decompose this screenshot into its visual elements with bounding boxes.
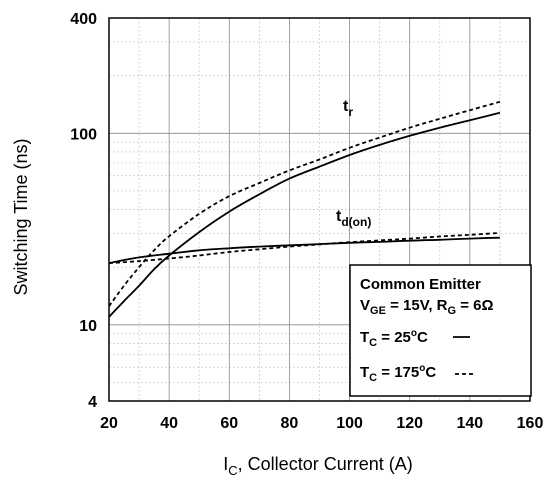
- x-tick-label: 160: [517, 415, 544, 432]
- y-tick-label: 400: [70, 11, 97, 28]
- legend-entry-25c: TC = 25oC: [360, 328, 428, 349]
- y-tick-labels: 4 10 100 400: [70, 11, 97, 411]
- x-tick-label: 40: [160, 415, 178, 432]
- series-layer: [108, 100, 501, 318]
- legend-box: Common Emitter VGE = 15V, RG = 6Ω TC = 2…: [349, 264, 532, 397]
- series-td-on-175c: [108, 232, 500, 264]
- series-tr-175c: [108, 100, 501, 307]
- x-tick-labels: 20 40 60 80 100 120 140 160: [100, 415, 543, 432]
- legend-entry-175c: TC = 175oC: [360, 363, 436, 384]
- legend-title: Common Emitter: [360, 276, 481, 293]
- legend-frame: [349, 264, 532, 397]
- plot-frame: [108, 17, 531, 402]
- curve-label-td-on: td(on): [336, 208, 371, 229]
- x-tick-label: 80: [281, 415, 299, 432]
- y-tick-label: 100: [70, 126, 97, 143]
- y-tick-label: 10: [79, 318, 97, 335]
- series-tr-25c: [108, 111, 501, 318]
- y-tick-label: 4: [88, 394, 97, 411]
- y-axis-title: Switching Time (ns): [11, 138, 31, 295]
- legend-conditions: VGE = 15V, RG = 6Ω: [360, 297, 494, 317]
- major-grid: [109, 18, 530, 401]
- x-tick-label: 100: [336, 415, 363, 432]
- x-tick-label: 60: [220, 415, 238, 432]
- curve-label-tr: tr: [343, 98, 353, 119]
- x-tick-label: 20: [100, 415, 118, 432]
- x-tick-label: 140: [457, 415, 484, 432]
- x-tick-label: 120: [396, 415, 423, 432]
- x-axis-title: IC, Collector Current (A): [223, 454, 412, 478]
